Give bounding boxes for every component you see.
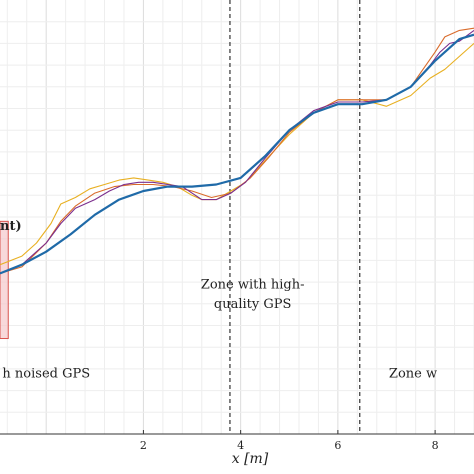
zone-boundaries [229,0,361,434]
x-tick-label: 2 [140,439,147,452]
annotation-text: h noised GPS [2,367,90,382]
series-line [0,33,474,275]
x-tick-label: 8 [432,439,439,452]
annotation-text: quality GPS [214,297,292,312]
grid [0,0,474,434]
x-ticks: 2 4 6 8 [140,430,439,452]
annotations: h noised GPS Zone with high-quality GPS Zo… [0,219,437,382]
x-tick-label: 4 [237,439,244,452]
x-tick-label: 6 [334,439,341,452]
annotation-text: nt) [0,219,22,234]
annotation-text: Zone w [389,367,437,382]
series-lines [0,27,474,275]
highlight-box [0,220,9,340]
series-line [0,42,474,266]
annotation-text: Zone with high- [201,278,305,293]
x-axis-label: x [m] [232,451,269,467]
